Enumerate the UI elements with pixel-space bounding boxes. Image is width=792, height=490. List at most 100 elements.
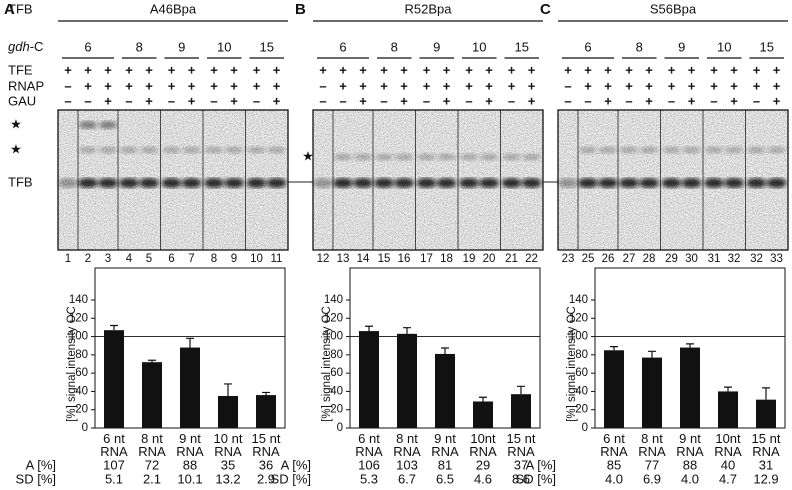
gel-band — [375, 153, 393, 161]
category-label: 8 nt RNA — [393, 431, 421, 459]
lane-number: 21 — [505, 253, 518, 265]
lane-number: 29 — [665, 253, 678, 265]
rnap-sign: + — [668, 78, 676, 93]
rnap-sign: + — [400, 78, 408, 93]
lane-number: 32 — [728, 253, 741, 265]
gel-band — [394, 178, 414, 188]
lane-number: 16 — [398, 253, 411, 265]
bar — [473, 401, 493, 428]
lane-number: 12 — [317, 253, 330, 265]
error-bar — [479, 396, 487, 402]
y-tick-label: 120 — [69, 312, 88, 324]
gel-band — [333, 178, 353, 188]
rnap-sign: + — [423, 78, 431, 93]
rnap-sign: + — [443, 78, 451, 93]
gel-band — [459, 178, 479, 188]
error-bar — [648, 350, 656, 358]
lane-number: 1 — [65, 253, 71, 265]
category-label: 8 nt RNA — [138, 431, 166, 459]
gel-band — [640, 146, 658, 154]
rnap-sign: + — [688, 78, 696, 93]
gel-band — [460, 153, 478, 161]
y-tick-label: 60 — [75, 367, 88, 379]
y-tick-label: 140 — [69, 294, 88, 306]
gel-band-label: TFB — [8, 174, 33, 189]
lane-number: 6 — [168, 253, 174, 265]
gel-band — [140, 146, 158, 154]
y-tick-label: 20 — [575, 404, 588, 416]
error-cell: 4.0 — [605, 471, 623, 486]
value-cell: 31 — [759, 457, 773, 472]
lane-number: 20 — [483, 253, 496, 265]
category-label: 10nt RNA — [714, 431, 742, 459]
star: ★ — [10, 116, 22, 131]
gel-band — [724, 178, 744, 188]
lane-number: 15 — [378, 253, 391, 265]
error-bar — [610, 346, 618, 351]
gel-band — [205, 146, 223, 154]
lane-number: 2 — [85, 253, 91, 265]
tfe-sign: + — [359, 62, 367, 77]
error-row-label: SD [%] — [516, 471, 556, 486]
gau-sign: + — [688, 93, 696, 108]
y-axis-label: [%] signal intensity OC — [66, 306, 78, 422]
y-tick-label: 140 — [569, 294, 588, 306]
gel-band — [704, 178, 724, 188]
lane-number: 23 — [562, 253, 575, 265]
gdh-c-value: 15 — [515, 39, 529, 54]
gel-band — [354, 153, 372, 161]
gdh-c-value: 10 — [217, 39, 231, 54]
rnap-sign: + — [730, 78, 738, 93]
gel-band — [437, 153, 456, 161]
category-label: 15 nt RNA — [507, 431, 536, 459]
gel-frame — [557, 109, 789, 251]
gel-band — [746, 178, 767, 188]
value-cell: 77 — [645, 457, 659, 472]
category-label: 6 nt RNA — [355, 431, 383, 459]
y-tick-label: 60 — [330, 367, 343, 379]
category-label: 6 nt RNA — [100, 431, 128, 459]
gdh-c-value: 10 — [717, 39, 731, 54]
tfe-sign: + — [125, 62, 133, 77]
gau-sign: – — [423, 93, 430, 108]
y-tick-label: 0 — [337, 422, 343, 434]
panel-letter: A — [4, 1, 15, 18]
tfe-sign: + — [625, 62, 633, 77]
rnap-sign: + — [84, 78, 92, 93]
gel-band — [78, 178, 98, 188]
gdh-c-value: 15 — [760, 39, 774, 54]
gau-sign: + — [645, 93, 653, 108]
gau-sign: + — [730, 93, 738, 108]
lane-number: 10 — [250, 253, 263, 265]
y-tick-label: 60 — [575, 367, 588, 379]
gel-band — [313, 178, 333, 188]
bar — [756, 399, 776, 428]
gel-band — [247, 146, 266, 154]
y-tick-label: 40 — [330, 385, 343, 397]
gel-band — [267, 146, 286, 154]
error-cell: 10.1 — [177, 471, 202, 486]
y-tick-label: 120 — [324, 312, 343, 324]
gau-sign: – — [64, 93, 71, 108]
tfe-sign: + — [145, 62, 153, 77]
gel-band — [162, 146, 181, 154]
category-label: 15 nt RNA — [252, 431, 281, 459]
gdh-c-value: 9 — [433, 39, 440, 54]
rnap-sign: + — [508, 78, 516, 93]
y-tick-label: 80 — [330, 349, 343, 361]
bar — [218, 396, 238, 428]
gel-band — [119, 178, 139, 188]
tfe-sign: + — [645, 62, 653, 77]
tfe-sign: + — [485, 62, 493, 77]
gel-band — [161, 178, 182, 188]
gel-band — [181, 178, 202, 188]
gel-band — [120, 146, 138, 154]
value-cell: 35 — [221, 457, 235, 472]
gdh-c-value: 8 — [136, 39, 143, 54]
rnap-sign: + — [168, 78, 176, 93]
bar — [718, 391, 738, 428]
lane-number: 27 — [623, 253, 636, 265]
lane-number: 9 — [231, 253, 237, 265]
error-cell: 4.7 — [719, 471, 737, 486]
gel-band — [79, 146, 97, 154]
